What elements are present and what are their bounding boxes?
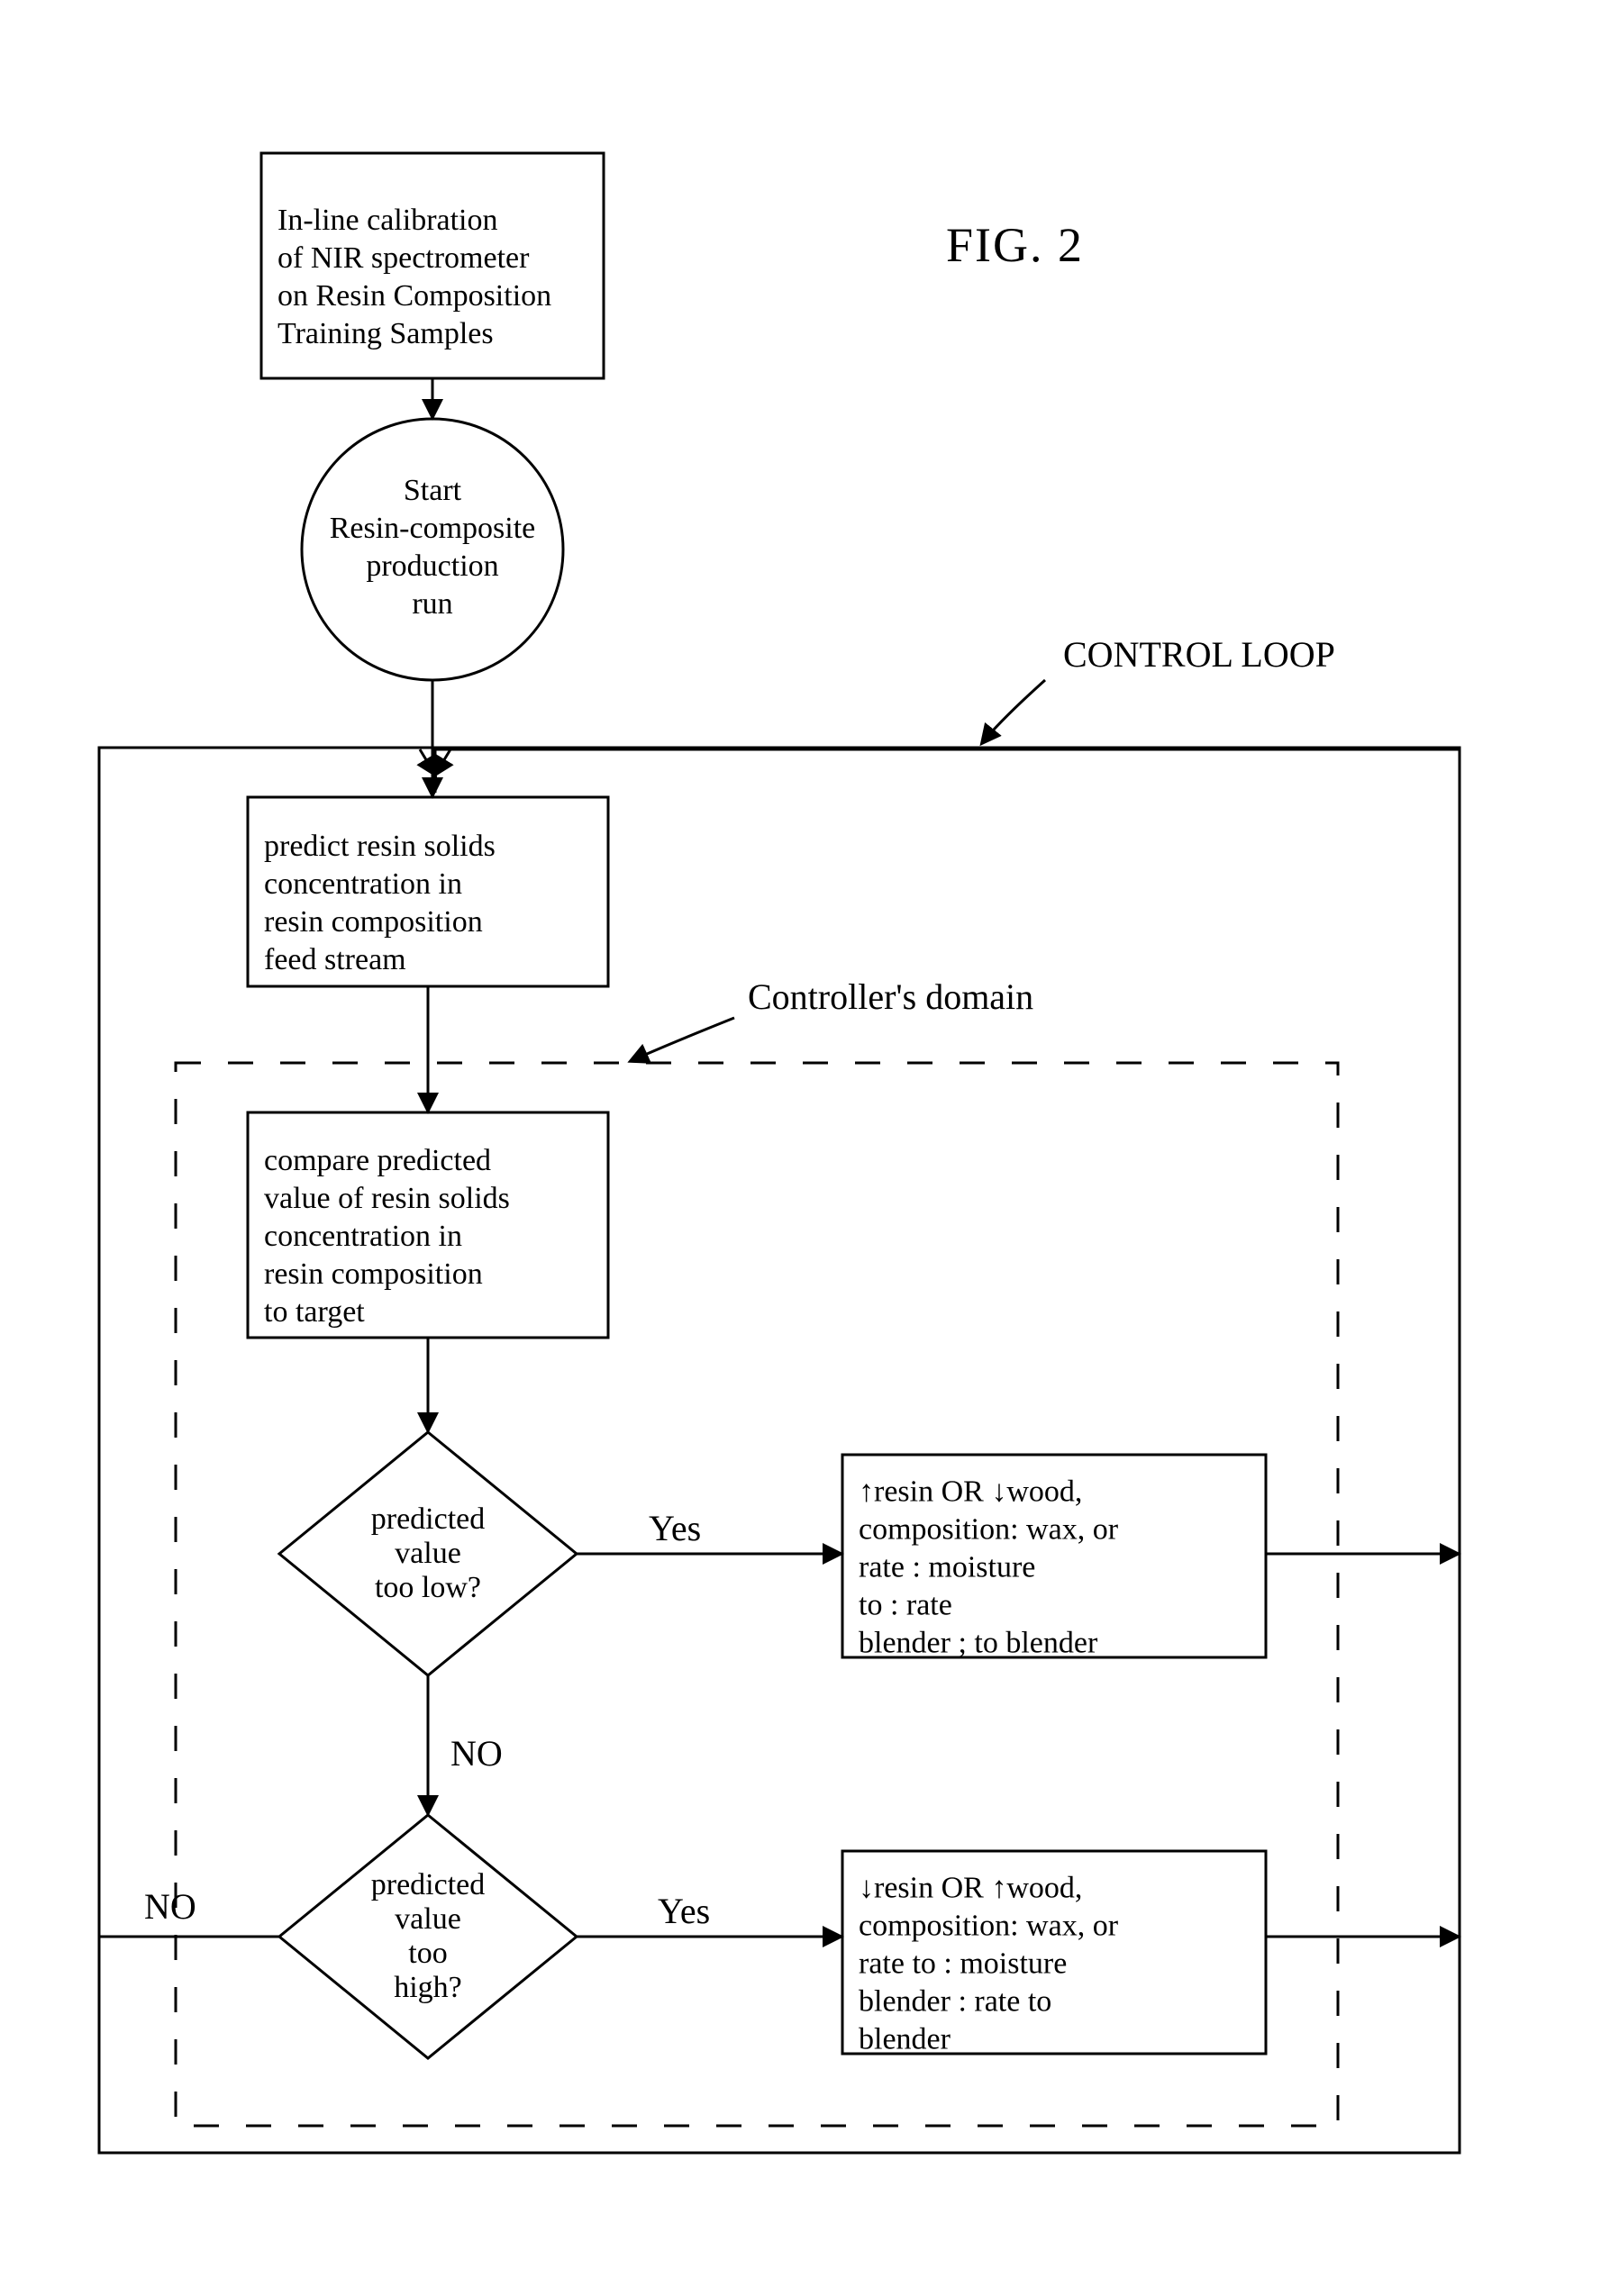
node-compare: compare predicted value of resin solids co… [248,1112,608,1338]
edge-label-high-yes: Yes [658,1891,710,1931]
edge-label-high-no: NO [144,1886,196,1927]
svg-text:value: value [395,1902,461,1936]
svg-text:feed stream: feed stream [264,943,406,976]
svg-text:↓resin OR ↑wood,: ↓resin OR ↑wood, [859,1872,1082,1905]
svg-text:compare predicted: compare predicted [264,1144,491,1177]
svg-text:In-line calibration: In-line calibration [277,204,498,237]
svg-text:value: value [395,1537,461,1570]
svg-text:production: production [366,549,498,583]
svg-text:value of resin solids: value of resin solids [264,1182,510,1215]
svg-text:concentration in: concentration in [264,867,462,901]
svg-text:predicted: predicted [371,1868,486,1901]
svg-text:rate to : moisture: rate to : moisture [859,1947,1067,1981]
svg-text:of NIR spectrometer: of NIR spectrometer [277,241,530,275]
svg-text:concentration in: concentration in [264,1220,462,1253]
svg-text:too: too [408,1937,447,1970]
svg-text:blender: blender [859,2023,951,2056]
edge-loop-head-a [435,749,450,775]
figure-label: FIG. 2 [946,218,1084,272]
control-loop-label: CONTROL LOOP [1063,634,1335,675]
node-act_low: ↑resin OR ↓wood, composition: wax, or rate… [842,1455,1266,1660]
svg-text:to target: to target [264,1295,365,1329]
svg-text:composition: wax, or: composition: wax, or [859,1910,1119,1943]
svg-text:Resin-composite: Resin-composite [330,512,536,545]
node-dec_low: predictedvaluetoo low? [279,1432,577,1675]
edge-label-low-no: NO [450,1733,503,1774]
svg-text:to : rate: to : rate [859,1589,952,1622]
edge-label-low-yes: Yes [649,1508,701,1548]
node-act_high: ↓resin OR ↑wood, composition: wax, or rate… [842,1851,1266,2056]
node-dec_high: predictedvaluetoohigh? [279,1815,577,2058]
svg-text:composition: wax, or: composition: wax, or [859,1513,1119,1547]
svg-text:predicted: predicted [371,1502,486,1536]
node-predict: predict resin solids concentration in resi… [248,797,608,986]
controller-domain-pointer [631,1018,734,1061]
svg-text:Start: Start [404,474,462,507]
svg-text:run: run [412,587,452,621]
node-calibration: In-line calibration of NIR spectrometer on… [261,153,604,378]
svg-text:Training Samples: Training Samples [277,317,494,350]
svg-text:blender : rate to: blender : rate to [859,1985,1051,2019]
svg-text:blender ; to blender: blender ; to blender [859,1627,1098,1660]
controller-domain-label: Controller's domain [748,976,1033,1017]
node-start: Start Resin-composite production run [302,419,563,680]
control-loop-pointer [982,680,1045,743]
svg-text:rate : moisture: rate : moisture [859,1551,1035,1584]
svg-text:too low?: too low? [375,1571,481,1604]
svg-text:↑resin OR ↓wood,: ↑resin OR ↓wood, [859,1475,1082,1509]
svg-text:predict resin solids: predict resin solids [264,830,496,863]
svg-text:on Resin Composition: on Resin Composition [277,279,551,313]
svg-text:resin composition: resin composition [264,1257,483,1291]
svg-text:high?: high? [394,1971,462,2004]
edge-loop-return-top [435,749,1460,793]
svg-text:resin composition: resin composition [264,905,483,939]
